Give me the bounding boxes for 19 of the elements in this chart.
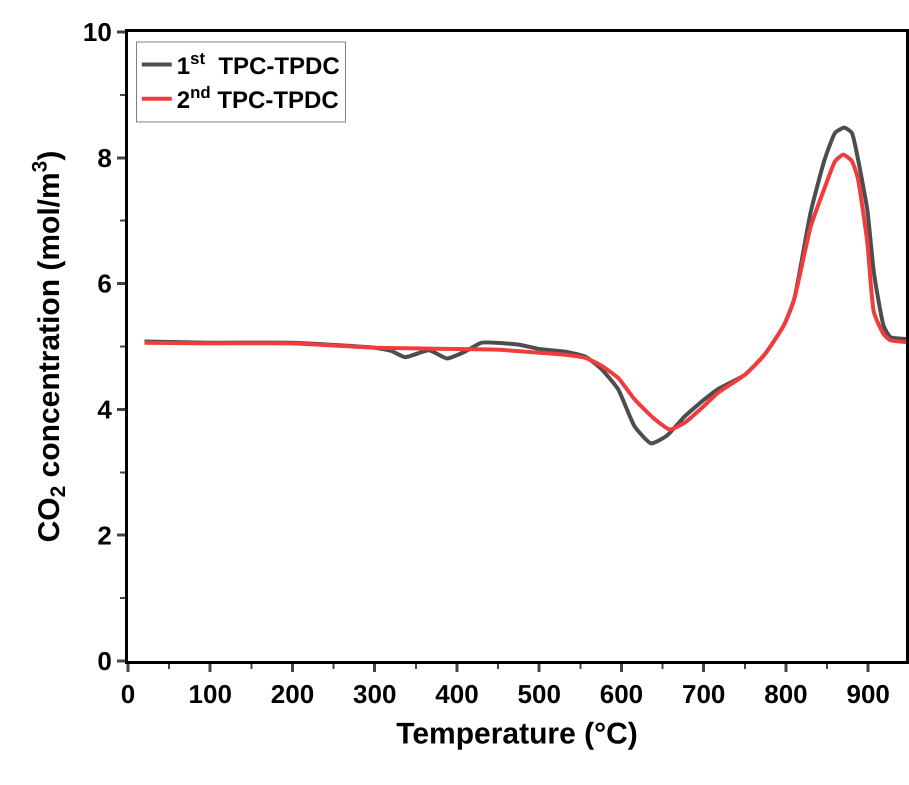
y-tick-label: 4	[97, 394, 112, 424]
x-axis-title: Temperature (°C)	[396, 718, 638, 751]
x-tick-label: 400	[435, 679, 479, 710]
x-tick-label: 800	[764, 679, 808, 710]
legend-label: 2$^{nd}$ TPC-TPDC	[176, 83, 339, 114]
x-tick-label: 900	[846, 679, 890, 710]
x-tick-label: 500	[518, 679, 561, 710]
y-tick-label: 10	[82, 17, 112, 48]
y-tick-label: 2	[97, 520, 112, 550]
legend-label: 1$^{st}$ TPC-TPDC	[176, 48, 340, 80]
x-tick-label: 600	[600, 679, 644, 710]
y-tick-label: 8	[97, 142, 112, 173]
x-tick-label: 100	[188, 679, 232, 710]
x-tick-label: 200	[270, 679, 314, 710]
x-tick-label: 0	[120, 679, 136, 710]
y-tick-label: 6	[97, 268, 112, 299]
x-tick-label: 700	[682, 679, 726, 710]
x-tick-label: 300	[353, 679, 396, 710]
y-tick-label: 0	[97, 646, 112, 676]
